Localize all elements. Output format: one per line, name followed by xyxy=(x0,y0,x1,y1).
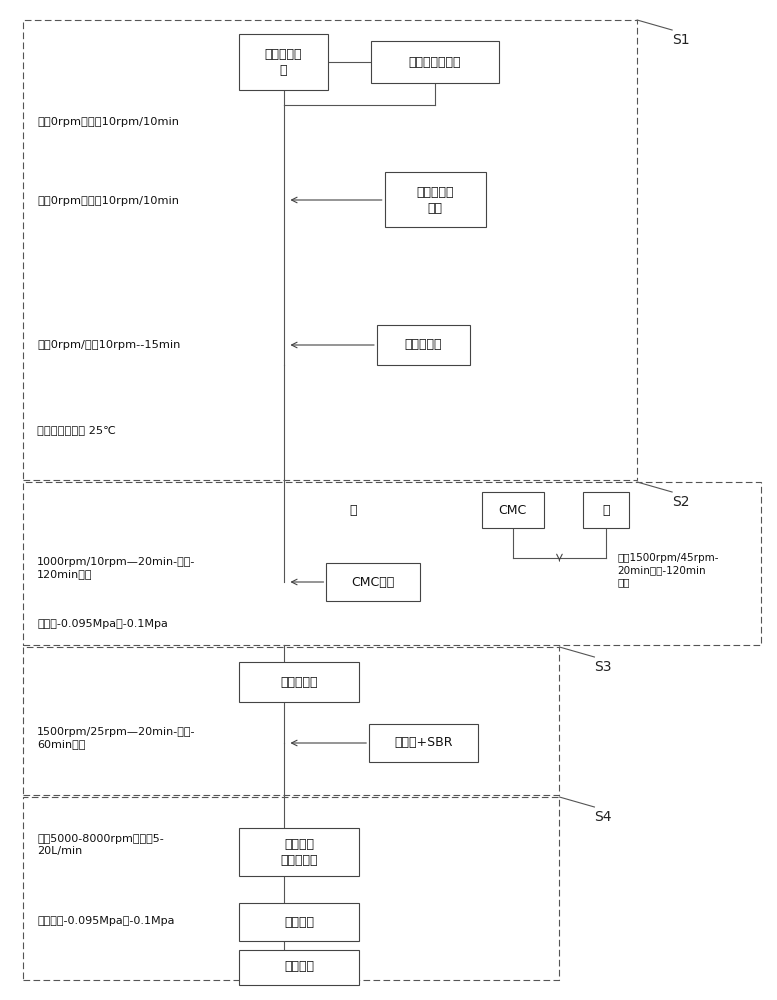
Text: 负极活性材
料: 负极活性材 料 xyxy=(265,47,302,77)
Text: CMC胶液: CMC胶液 xyxy=(351,576,395,588)
Text: S2: S2 xyxy=(672,495,690,509)
Text: 水: 水 xyxy=(602,504,610,516)
Text: 冷却水开启设置 25℃: 冷却水开启设置 25℃ xyxy=(37,425,117,435)
Text: 过筛肖磁: 过筛肖磁 xyxy=(284,960,314,974)
Bar xyxy=(23,647,559,795)
Text: 1500rpm/25rpm—20min-刮料-
60min搅拌: 1500rpm/25rpm—20min-刮料- 60min搅拌 xyxy=(37,727,196,749)
Text: 高粘度浆料: 高粘度浆料 xyxy=(280,676,318,688)
Bar xyxy=(23,20,637,480)
Text: 自转0rpm，公转10rpm/10min: 自转0rpm，公转10rpm/10min xyxy=(37,117,179,127)
Text: 高速分散
（离心式）: 高速分散 （离心式） xyxy=(280,838,318,866)
Bar xyxy=(239,828,359,876)
Bar xyxy=(239,903,359,941)
Text: 自转0rpm/公转10rpm--15min: 自转0rpm/公转10rpm--15min xyxy=(37,340,181,350)
Text: 抽真空，-0.095Mpa～-0.1Mpa: 抽真空，-0.095Mpa～-0.1Mpa xyxy=(37,916,175,926)
Text: 1000rpm/10rpm—20min-刮料-
120min搅拌: 1000rpm/10rpm—20min-刮料- 120min搅拌 xyxy=(37,557,196,579)
Bar xyxy=(377,325,470,365)
Text: 支链式导电
炭黑: 支链式导电 炭黑 xyxy=(416,186,454,215)
Bar xyxy=(239,662,359,702)
Text: S1: S1 xyxy=(672,33,690,47)
Text: 自转0rpm，公转10rpm/10min: 自转0rpm，公转10rpm/10min xyxy=(37,196,179,206)
Bar xyxy=(23,797,559,980)
Bar xyxy=(385,172,486,227)
Text: 真空，-0.095Mpa～-0.1Mpa: 真空，-0.095Mpa～-0.1Mpa xyxy=(37,619,168,629)
Text: 导电增强剂: 导电增强剂 xyxy=(405,338,442,352)
Text: 打胶1500rpm/45rpm-
20min刮料-120min
搅拌: 打胶1500rpm/45rpm- 20min刮料-120min 搅拌 xyxy=(618,553,720,587)
Bar xyxy=(239,34,329,90)
Text: 转速5000-8000rpm，流量5-
20L/min: 转速5000-8000rpm，流量5- 20L/min xyxy=(37,834,164,856)
Text: S3: S3 xyxy=(594,660,612,674)
Text: ：: ： xyxy=(350,504,357,516)
Text: 剩余水+SBR: 剩余水+SBR xyxy=(394,736,453,750)
Text: CMC: CMC xyxy=(499,504,527,516)
Text: 长链式导电炭黑: 长链式导电炭黑 xyxy=(409,55,462,68)
Bar xyxy=(583,492,629,528)
Text: 成品浆料: 成品浆料 xyxy=(284,916,314,928)
Bar xyxy=(369,724,478,762)
Bar xyxy=(326,563,420,601)
Bar xyxy=(239,950,359,984)
Bar xyxy=(371,41,500,83)
Bar xyxy=(23,482,761,645)
Text: S4: S4 xyxy=(594,810,612,824)
Bar xyxy=(482,492,544,528)
